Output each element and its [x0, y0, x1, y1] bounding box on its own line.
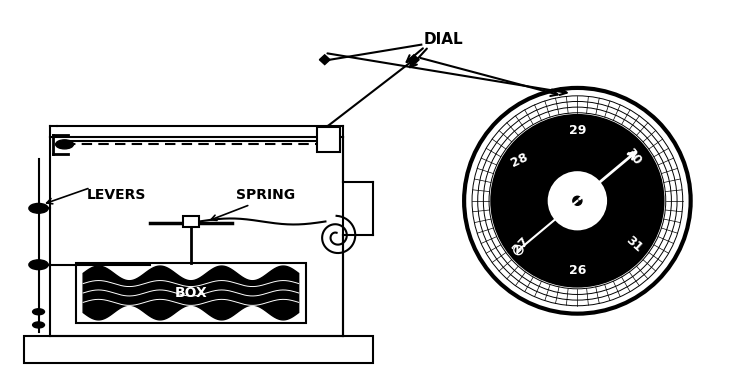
Ellipse shape: [492, 115, 663, 287]
Bar: [24, 336, 373, 363]
Circle shape: [33, 309, 45, 315]
Text: 31: 31: [623, 234, 645, 255]
Bar: [317, 127, 339, 152]
Ellipse shape: [549, 172, 606, 229]
Polygon shape: [319, 55, 330, 64]
Text: DIAL: DIAL: [424, 31, 463, 47]
Text: 29: 29: [568, 124, 586, 137]
Bar: [183, 216, 199, 227]
Text: 28: 28: [508, 150, 530, 169]
Circle shape: [29, 204, 48, 213]
Circle shape: [56, 140, 74, 149]
Circle shape: [29, 260, 48, 269]
Polygon shape: [409, 55, 419, 64]
Text: SPRING: SPRING: [236, 188, 295, 202]
Text: LEVERS: LEVERS: [87, 188, 146, 202]
Polygon shape: [83, 266, 298, 320]
Ellipse shape: [573, 196, 582, 205]
Text: BOX: BOX: [175, 286, 207, 300]
Circle shape: [33, 322, 45, 328]
Bar: [75, 263, 306, 323]
Ellipse shape: [514, 246, 523, 255]
Text: 30: 30: [623, 146, 644, 168]
Text: 27: 27: [510, 235, 531, 256]
Text: 26: 26: [568, 264, 586, 277]
